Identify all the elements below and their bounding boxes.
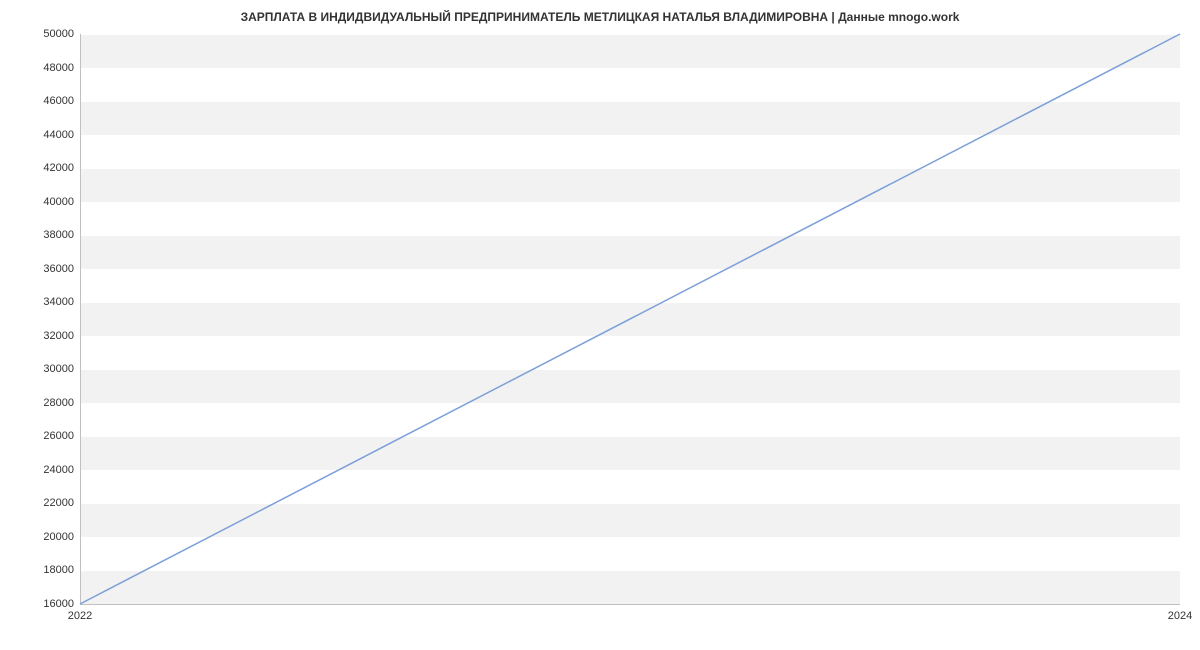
line-layer (80, 34, 1180, 604)
x-tick-label: 2024 (1168, 610, 1192, 622)
y-tick-label: 34000 (43, 296, 74, 308)
y-tick-label: 16000 (43, 598, 74, 610)
plot-area: 1600018000200002200024000260002800030000… (80, 34, 1180, 604)
y-tick-label: 24000 (43, 464, 74, 476)
y-tick-label: 40000 (43, 196, 74, 208)
y-tick-label: 20000 (43, 531, 74, 543)
y-tick-label: 18000 (43, 564, 74, 576)
x-tick-label: 2022 (68, 610, 92, 622)
series-line (80, 34, 1180, 604)
y-tick-label: 26000 (43, 430, 74, 442)
chart-container: ЗАРПЛАТА В ИНДИДВИДУАЛЬНЫЙ ПРЕДПРИНИМАТЕ… (0, 0, 1200, 650)
y-tick-label: 32000 (43, 330, 74, 342)
y-tick-label: 42000 (43, 162, 74, 174)
y-tick-label: 28000 (43, 397, 74, 409)
y-tick-label: 38000 (43, 229, 74, 241)
chart-title: ЗАРПЛАТА В ИНДИДВИДУАЛЬНЫЙ ПРЕДПРИНИМАТЕ… (0, 10, 1200, 24)
y-tick-label: 50000 (43, 28, 74, 40)
y-tick-label: 22000 (43, 497, 74, 509)
y-tick-label: 48000 (43, 62, 74, 74)
y-tick-label: 46000 (43, 95, 74, 107)
x-axis-line (80, 604, 1180, 605)
y-tick-label: 36000 (43, 263, 74, 275)
y-tick-label: 30000 (43, 363, 74, 375)
y-tick-label: 44000 (43, 129, 74, 141)
